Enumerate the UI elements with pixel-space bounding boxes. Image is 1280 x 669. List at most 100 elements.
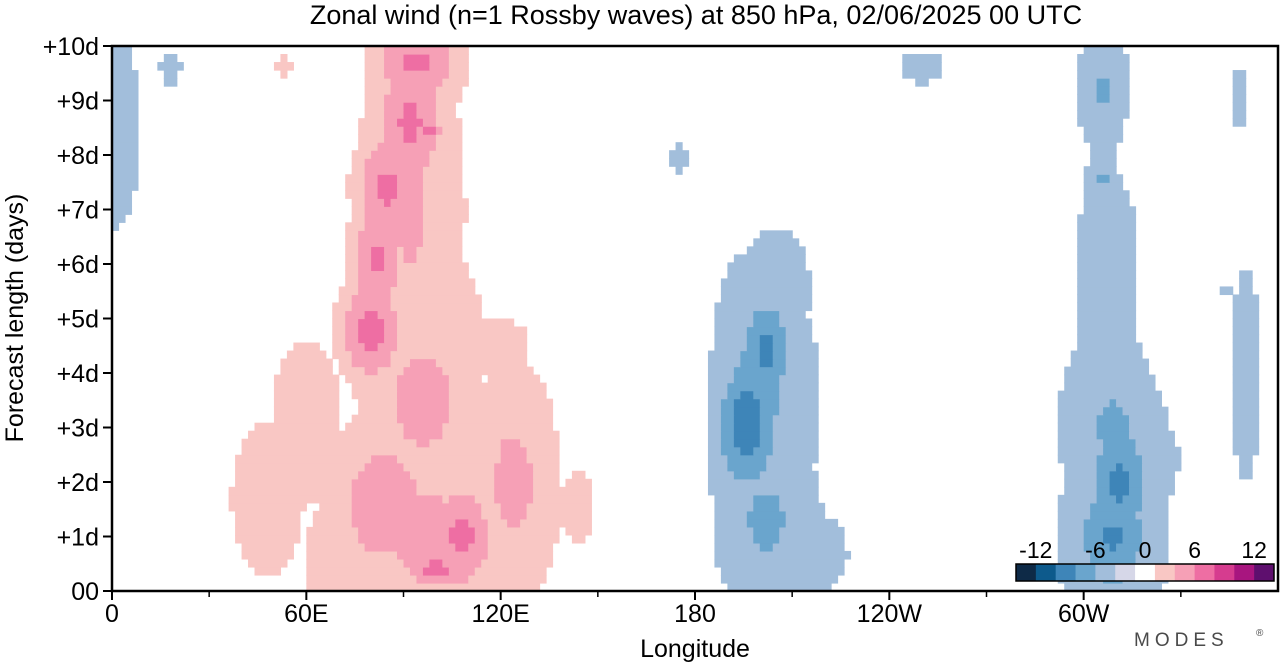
y-axis-title: Forecast length (days) bbox=[1, 194, 29, 443]
heatmap-cell bbox=[1057, 438, 1104, 448]
heatmap-cell bbox=[779, 374, 819, 384]
heatmap-cell bbox=[468, 574, 547, 584]
heatmap-cell bbox=[533, 462, 560, 472]
heatmap-cell bbox=[358, 134, 385, 143]
heatmap-cell bbox=[1057, 526, 1085, 536]
heatmap-cell bbox=[332, 326, 346, 336]
heatmap-cell bbox=[448, 390, 547, 400]
heatmap-cell bbox=[384, 246, 398, 255]
heatmap-cell bbox=[422, 126, 437, 135]
heatmap-cell bbox=[429, 62, 450, 71]
heatmap-cell bbox=[707, 470, 735, 480]
heatmap-cell bbox=[520, 518, 592, 528]
heatmap-cell bbox=[772, 342, 787, 352]
heatmap-cell bbox=[714, 558, 845, 568]
heatmap-cell bbox=[727, 454, 767, 464]
heatmap-cell bbox=[1232, 438, 1260, 448]
heatmap-cell bbox=[384, 198, 392, 207]
heatmap-cell bbox=[338, 366, 366, 376]
heatmap-cell bbox=[759, 470, 819, 480]
heatmap-cell bbox=[733, 254, 806, 263]
heatmap-cell bbox=[720, 446, 741, 456]
heatmap-cell bbox=[1232, 398, 1260, 408]
heatmap-cell bbox=[520, 438, 560, 448]
heatmap-cell bbox=[345, 238, 359, 247]
heatmap-cell bbox=[163, 54, 178, 63]
heatmap-cell bbox=[753, 310, 780, 320]
heatmap-cell bbox=[306, 534, 359, 544]
heatmap-cell bbox=[1103, 406, 1124, 416]
heatmap-cell bbox=[112, 182, 139, 191]
heatmap-cells bbox=[112, 46, 1260, 592]
heatmap-cell bbox=[1096, 422, 1130, 432]
heatmap-cell bbox=[351, 478, 418, 488]
heatmap-cell bbox=[371, 150, 431, 159]
heatmap-cell bbox=[448, 526, 476, 536]
heatmap-cell bbox=[733, 438, 761, 448]
heatmap-cell bbox=[746, 518, 787, 528]
heatmap-cell bbox=[1057, 518, 1085, 528]
heatmap-cell bbox=[1232, 366, 1260, 376]
heatmap-cell bbox=[487, 518, 508, 528]
heatmap-cell bbox=[1064, 478, 1098, 488]
heatmap-cell bbox=[902, 70, 942, 79]
heatmap-cell bbox=[1232, 350, 1260, 360]
heatmap-cell bbox=[364, 78, 392, 87]
heatmap-cell bbox=[785, 510, 826, 520]
heatmap-cell bbox=[429, 54, 450, 63]
heatmap-cell bbox=[273, 374, 340, 384]
heatmap-cell bbox=[1103, 534, 1124, 544]
heatmap-cell bbox=[487, 542, 554, 552]
heatmap-cell bbox=[364, 62, 385, 71]
heatmap-cell bbox=[772, 358, 787, 368]
heatmap-cell bbox=[727, 582, 832, 592]
heatmap-cell bbox=[397, 182, 424, 191]
heatmap-cell bbox=[422, 166, 463, 175]
heatmap-cell bbox=[371, 454, 398, 464]
heatmap-cell bbox=[442, 558, 482, 568]
heatmap-cell bbox=[112, 118, 139, 127]
heatmap-cell bbox=[494, 486, 534, 496]
heatmap-cell bbox=[358, 142, 379, 151]
heatmap-cell bbox=[1096, 462, 1117, 472]
heatmap-cell bbox=[1122, 406, 1169, 416]
heatmap-cell bbox=[397, 550, 489, 560]
heatmap-cell bbox=[526, 510, 592, 520]
heatmap-cell bbox=[720, 406, 735, 416]
heatmap-cell bbox=[364, 190, 379, 199]
heatmap-cell bbox=[112, 206, 133, 215]
heatmap-cell bbox=[740, 358, 761, 368]
heatmap-cell bbox=[228, 486, 353, 496]
heatmap-cell bbox=[766, 454, 819, 464]
heatmap-cell bbox=[1232, 374, 1260, 384]
heatmap-cell bbox=[1077, 86, 1098, 95]
heatmap-cell bbox=[1064, 366, 1150, 376]
heatmap-cell bbox=[714, 310, 754, 320]
heatmap-cell bbox=[422, 198, 469, 207]
y-tick-label: +7d bbox=[57, 197, 99, 225]
heatmap-cell bbox=[1232, 414, 1260, 424]
heatmap-cell bbox=[1057, 494, 1098, 504]
heatmap-cell bbox=[112, 174, 139, 183]
heatmap-cell bbox=[377, 190, 398, 199]
x-axis: 0 60E 120E 180 120W 60W bbox=[105, 591, 1182, 628]
heatmap-cell bbox=[507, 518, 521, 528]
heatmap-cell bbox=[733, 406, 761, 416]
heatmap-cell bbox=[707, 398, 722, 408]
heatmap-cell bbox=[403, 246, 418, 255]
heatmap-cell bbox=[416, 254, 463, 263]
x-tick-label: 180 bbox=[674, 600, 716, 628]
heatmap-cell bbox=[377, 174, 398, 183]
heatmap-cell bbox=[1129, 422, 1169, 432]
y-tick-label: +3d bbox=[57, 415, 99, 443]
heatmap-cell bbox=[384, 134, 405, 143]
heatmap-cell bbox=[345, 254, 359, 263]
heatmap-cell bbox=[397, 262, 469, 272]
heatmap-cell bbox=[241, 446, 502, 456]
heatmap-cell bbox=[397, 190, 424, 199]
heatmap-cell bbox=[500, 446, 528, 456]
colorbar-label: -12 bbox=[1019, 537, 1052, 563]
heatmap-cell bbox=[1057, 414, 1098, 424]
heatmap-cell bbox=[345, 374, 398, 384]
